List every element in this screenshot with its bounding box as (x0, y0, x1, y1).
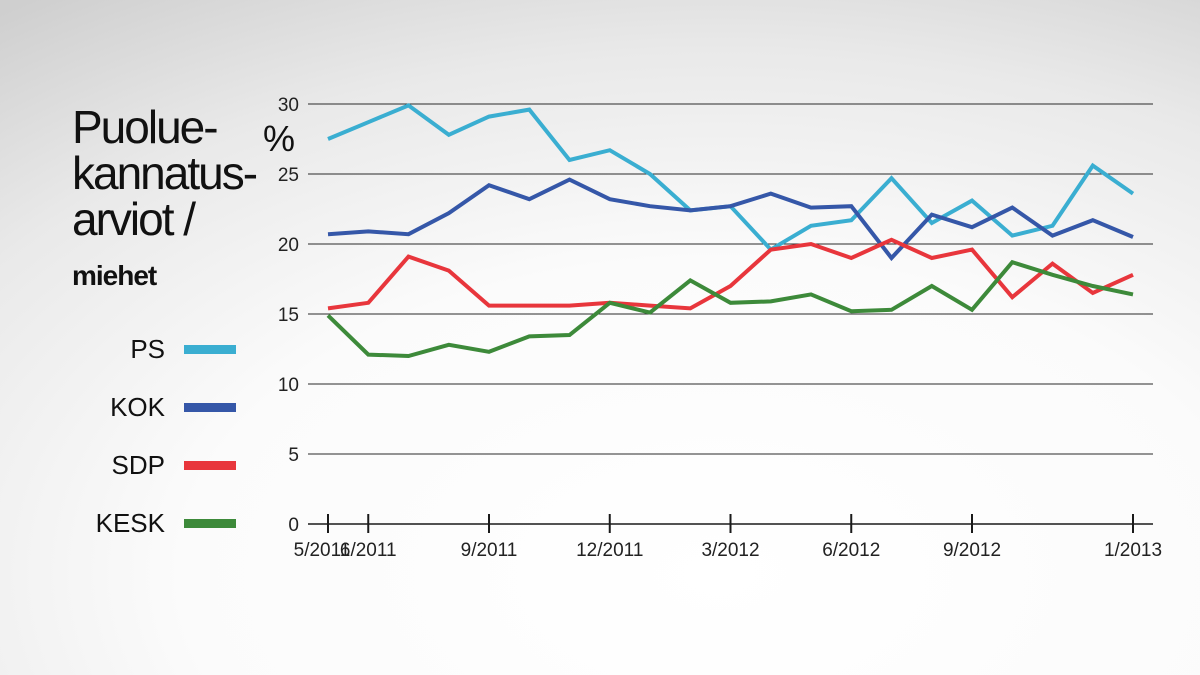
legend-item-sdp: SDP (60, 436, 240, 494)
legend-swatch (184, 403, 236, 412)
series-line-kesk (326, 259, 1134, 359)
x-tick-label: 9/2012 (943, 540, 1001, 561)
chart-subtitle: miehet (72, 260, 157, 291)
x-tick-label: 3/2012 (701, 540, 759, 561)
legend-label: SDP (111, 450, 165, 480)
x-tick-label: 6/2012 (822, 540, 880, 561)
legend-swatch (184, 461, 236, 470)
y-tick-label: 30 (278, 95, 299, 116)
legend-item-kesk: KESK (60, 494, 240, 552)
legend-swatch (184, 345, 236, 354)
legend-label: KESK (95, 508, 165, 538)
legend-label: PS (130, 334, 165, 364)
title-line-3: arviot / (72, 193, 196, 245)
y-tick-label: 10 (278, 375, 299, 396)
y-tick-label: 20 (278, 235, 299, 256)
x-tick-label: 6/2011 (340, 540, 397, 561)
series-line-sdp (327, 237, 1134, 311)
y-tick-label: 0 (288, 515, 299, 536)
x-tick-label: 5/2011 (294, 540, 351, 561)
legend-item-ps: PS (60, 320, 240, 378)
title-line-1: Puolue- (72, 101, 219, 153)
chart-title: Puolue- kannatus- arviot / miehet (72, 101, 258, 292)
x-tick-label: 9/2011 (461, 540, 518, 561)
legend-swatch (184, 519, 236, 528)
legend: PS KOK SDP KESK (60, 320, 240, 552)
y-tick-label: 15 (278, 305, 299, 326)
y-axis-unit-label: % (263, 118, 296, 159)
legend-item-kok: KOK (60, 378, 240, 436)
y-tick-label: 5 (288, 445, 299, 466)
series-line-ps (327, 103, 1135, 253)
x-tick-label: 1/2013 (1104, 540, 1162, 561)
series-line-kok (327, 177, 1134, 262)
y-tick-label: 25 (278, 165, 299, 186)
title-line-2: kannatus- (72, 147, 258, 199)
x-tick-label: 12/2011 (576, 540, 643, 561)
legend-label: KOK (110, 392, 165, 422)
